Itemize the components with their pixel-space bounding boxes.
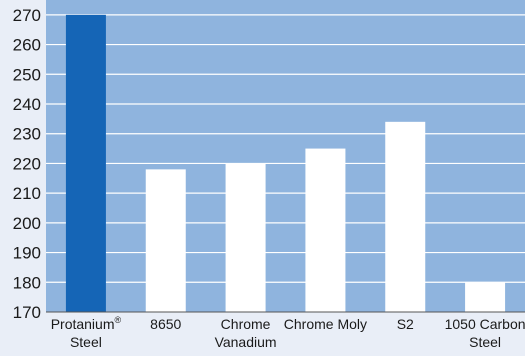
x-tick-label: Chrome	[221, 316, 271, 332]
x-tick-label: 1050 Carbon	[445, 316, 525, 332]
x-tick-label: Vanadium	[215, 334, 277, 350]
y-tick-label: 270	[13, 6, 41, 25]
gridlines	[46, 14, 525, 283]
y-tick-label: 210	[13, 184, 41, 203]
y-tick-label: 250	[13, 65, 41, 84]
y-tick-label: 170	[13, 303, 41, 322]
y-tick-label: 230	[13, 125, 41, 144]
y-tick-label: 240	[13, 95, 41, 114]
x-tick-label: 8650	[150, 316, 181, 332]
x-tick-label: Chrome Moly	[284, 316, 367, 332]
y-tick-label: 220	[13, 154, 41, 173]
y-tick-label: 260	[13, 36, 41, 55]
x-tick-label: S2	[397, 316, 414, 332]
x-tick-label: Steel	[469, 334, 501, 350]
y-tick-labels: 170 180 190 200 210 220 230 240 250 260 270	[13, 6, 41, 322]
bar	[225, 163, 266, 312]
x-tick-label: Steel	[70, 334, 102, 350]
plot-background	[46, 0, 525, 312]
bar	[145, 169, 186, 312]
bar	[65, 14, 106, 312]
x-tick-label: Protanium®	[51, 315, 122, 332]
y-tick-label: 200	[13, 214, 41, 233]
bar	[385, 121, 426, 312]
bar	[465, 282, 506, 312]
y-tick-label: 180	[13, 273, 41, 292]
y-tick-label: 190	[13, 244, 41, 263]
bar	[305, 148, 346, 312]
x-tick-labels: Protanium® Steel 8650 Chrome Vanadium Chrome …	[51, 315, 525, 350]
bars	[65, 14, 506, 312]
